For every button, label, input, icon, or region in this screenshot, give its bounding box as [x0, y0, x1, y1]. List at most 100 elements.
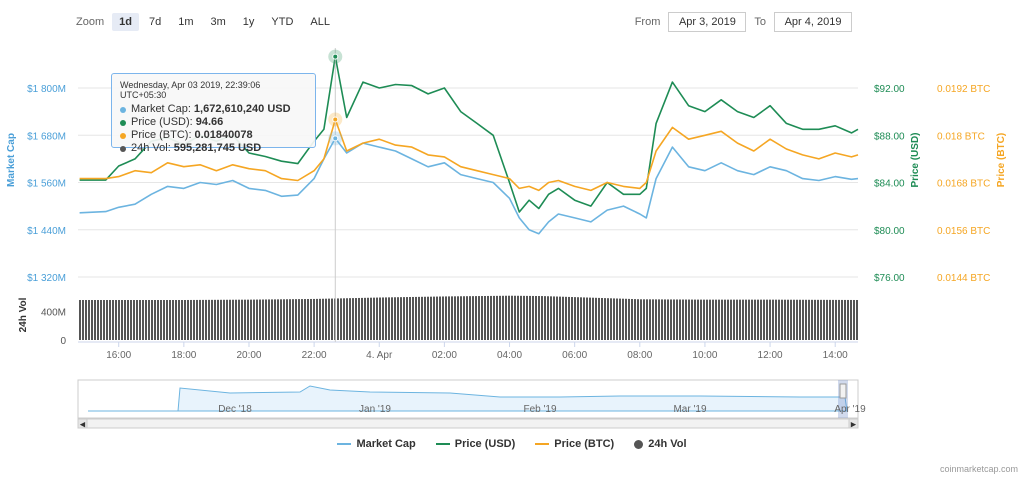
market-cap-tick-label: $1 320M: [27, 273, 66, 284]
volume-column: [79, 300, 81, 340]
volume-column: [826, 299, 828, 340]
volume-columns: [79, 295, 858, 340]
volume-column: [820, 299, 822, 340]
volume-column: [640, 299, 642, 340]
zoom-button-7d[interactable]: 7d: [148, 16, 162, 28]
volume-column: [517, 295, 519, 340]
volume-column: [814, 299, 816, 340]
volume-column: [223, 299, 225, 340]
volume-column: [472, 296, 474, 340]
volume-column: [457, 296, 459, 340]
to-date-input[interactable]: Apr 4, 2019: [774, 12, 852, 32]
zoom-button-3m[interactable]: 3m: [210, 16, 226, 28]
volume-column: [709, 299, 711, 340]
volume-column: [394, 297, 396, 340]
market-cap-line: [79, 137, 859, 235]
volume-column: [565, 296, 567, 340]
market-cap-tick-label: $1 440M: [27, 226, 66, 237]
volume-column: [88, 300, 90, 340]
volume-column: [346, 298, 348, 340]
volume-column: [370, 297, 372, 340]
scrollbar-right-button: [848, 418, 859, 429]
volume-column: [388, 297, 390, 340]
volume-column: [808, 299, 810, 340]
tooltip-dot: [120, 145, 126, 152]
volume-column: [262, 299, 264, 340]
volume-column: [550, 296, 552, 340]
volume-column: [616, 298, 618, 340]
scrollbar-left-button: [77, 418, 88, 429]
volume-column: [271, 299, 273, 340]
volume-column: [403, 297, 405, 340]
legend-item-24h-vol[interactable]: 24h Vol: [634, 438, 687, 450]
tooltip-rows: Market Cap: 1,672,610,240 USD Price (USD):…: [120, 103, 307, 155]
volume-column: [694, 299, 696, 340]
volume-column: [778, 299, 780, 340]
volume-column: [784, 299, 786, 340]
volume-column: [502, 295, 504, 340]
zoom-button-ytd[interactable]: YTD: [271, 16, 294, 28]
price-btc-axis: 0.0192 BTC 0.018 BTC 0.0168 BTC 0.0156 BTC 0…: [937, 84, 990, 284]
volume-column: [727, 299, 729, 340]
volume-column: [415, 296, 417, 340]
zoom-button-all[interactable]: ALL: [310, 16, 330, 28]
volume-column: [643, 299, 645, 340]
tooltip-dot: [120, 106, 126, 113]
price-usd-tick-label: $88.00: [874, 131, 905, 142]
volume-column: [706, 299, 708, 340]
scrollbar-track: [77, 418, 859, 429]
volume-column: [793, 299, 795, 340]
volume-column: [760, 299, 762, 340]
price-btc-tick-label: 0.0156 BTC: [937, 226, 990, 237]
volume-column: [619, 298, 621, 340]
legend-item-price-btc[interactable]: Price (BTC): [535, 438, 614, 450]
credit-link[interactable]: coinmarketcap.com: [939, 464, 1018, 474]
from-date-input[interactable]: Apr 3, 2019: [668, 12, 747, 32]
volume-column: [748, 299, 750, 340]
zoom-bar: Zoom 1d 7d 1m 3m 1y YTD ALL: [76, 12, 340, 32]
tooltip-row: 24h Vol: 595,281,745 USD: [120, 142, 307, 155]
volume-column: [244, 299, 246, 340]
volume-column: [232, 299, 234, 340]
legend-swatch: [634, 439, 644, 449]
tooltip-header: Wednesday, Apr 03 2019, 22:39:06 UTC+05:…: [120, 80, 261, 100]
tooltip-dot: [120, 132, 126, 139]
volume-column: [520, 295, 522, 340]
volume-column: [637, 299, 639, 340]
volume-column: [703, 299, 705, 340]
price-usd-tick-label: $76.00: [874, 273, 905, 284]
volume-column: [802, 299, 804, 340]
volume-column: [817, 299, 819, 340]
volume-column: [586, 297, 588, 340]
legend-item-price-usd[interactable]: Price (USD): [435, 438, 515, 450]
volume-column: [505, 295, 507, 340]
volume-column: [151, 300, 153, 340]
legend-item-market-cap[interactable]: Market Cap: [337, 438, 416, 450]
navigator-selection: [838, 380, 848, 418]
volume-column: [205, 299, 207, 340]
zoom-button-1y[interactable]: 1y: [242, 16, 255, 28]
volume-column: [661, 299, 663, 340]
volume-column: [829, 299, 831, 340]
volume-column: [307, 299, 309, 340]
volume-column: [115, 300, 117, 340]
x-tick-label: 08:00: [627, 350, 652, 361]
volume-column: [112, 300, 114, 340]
volume-column: [499, 295, 501, 340]
volume-column: [577, 297, 579, 340]
volume-column: [238, 299, 240, 340]
navigator[interactable]: Dec '18 Jan '19 Feb '19 Mar '19 Apr '19 ◀ ▶: [77, 379, 866, 429]
x-tick-label: 20:00: [236, 350, 261, 361]
zoom-button-1d[interactable]: 1d: [112, 13, 139, 31]
volume-column: [508, 295, 510, 340]
zoom-button-1m[interactable]: 1m: [178, 16, 194, 28]
volume-column: [601, 298, 603, 340]
volume-column: [220, 299, 222, 340]
volume-column: [418, 296, 420, 340]
volume-column: [214, 299, 216, 340]
volume-column: [478, 296, 480, 340]
volume-column: [145, 300, 147, 340]
volume-column: [424, 296, 426, 340]
volume-column: [652, 299, 654, 340]
volume-column: [607, 298, 609, 340]
